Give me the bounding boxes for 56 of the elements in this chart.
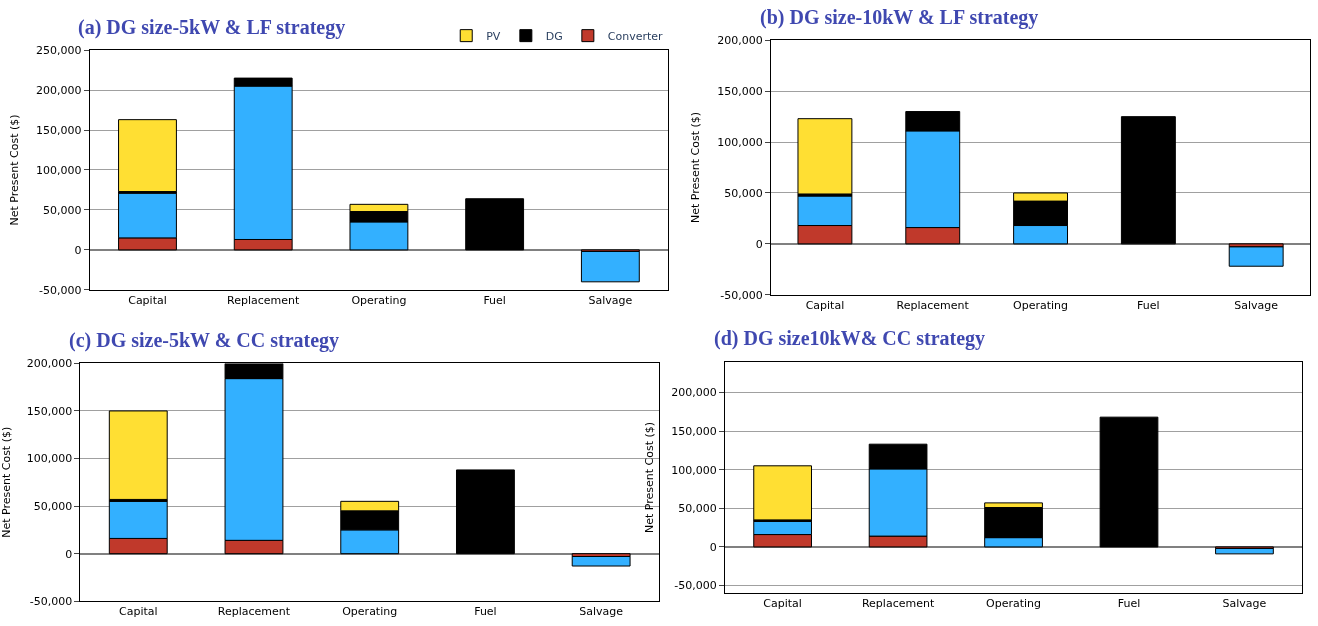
y-tick-label: 200,000 [671, 386, 717, 400]
y-tick-label: 250,000 [35, 43, 82, 57]
y-tick-label: 0 [709, 540, 717, 554]
y-axis-title: Net Present Cost ($) [642, 421, 656, 533]
y-tick-label: 50,000 [678, 502, 717, 516]
y-tick-label: 200,000 [717, 34, 763, 48]
x-tick-label: Salvage [579, 605, 624, 619]
y-tick-label: 100,000 [671, 463, 717, 477]
y-tick-label: 150,000 [26, 404, 73, 418]
x-tick-label: Salvage [588, 294, 633, 308]
x-tick-label: Salvage [1234, 298, 1279, 312]
y-tick-label: 0 [65, 547, 73, 561]
y-tick-label: 100,000 [717, 135, 763, 149]
chart-title: (d) DG size10kW& CC strategy [714, 327, 986, 350]
chart-title: (b) DG size-10kW & LF strategy [760, 6, 1039, 29]
y-tick-label: 50,000 [33, 499, 73, 513]
x-tick-label: Replacement [861, 597, 935, 611]
y-tick-label: -50,000 [38, 283, 82, 297]
y-axis-title: Net Present Cost ($) [688, 111, 702, 224]
x-tick-label: Fuel [1137, 298, 1160, 312]
y-tick-label: -50,000 [674, 579, 717, 593]
x-tick-label: Operating [351, 294, 407, 308]
y-tick-label: -50,000 [720, 288, 763, 302]
y-tick-label: 0 [755, 237, 763, 251]
x-tick-label: Capital [805, 298, 845, 312]
x-tick-label: Capital [128, 294, 167, 308]
y-tick-label: 150,000 [717, 85, 763, 99]
legend-label: DG [545, 29, 563, 43]
y-tick-label: 50,000 [724, 186, 763, 200]
y-tick-label: 0 [74, 243, 82, 257]
y-tick-label: 50,000 [42, 203, 82, 217]
y-tick-label: 100,000 [26, 452, 73, 466]
x-tick-label: Replacement [896, 298, 970, 312]
y-tick-label: 200,000 [35, 83, 82, 97]
y-tick-label: 150,000 [35, 123, 82, 137]
x-tick-label: Operating [342, 605, 398, 619]
x-tick-label: Fuel [474, 605, 497, 619]
y-tick-label: 150,000 [671, 424, 717, 438]
y-tick-label: 100,000 [35, 163, 82, 177]
x-tick-label: Salvage [1222, 597, 1267, 611]
x-tick-label: Fuel [1117, 597, 1141, 611]
legend-label: Converter [607, 29, 664, 43]
x-tick-label: Operating [986, 597, 1042, 611]
x-tick-label: Capital [763, 597, 802, 611]
x-tick-label: Fuel [483, 294, 506, 308]
x-tick-label: Operating [1013, 298, 1069, 312]
y-axis-title: Net Present Cost ($) [7, 114, 21, 226]
x-tick-label: Replacement [217, 605, 291, 619]
y-axis-title: Net Present Cost ($) [0, 426, 13, 538]
x-tick-label: Replacement [227, 294, 301, 308]
chart-title: (c) DG size-5kW & CC strategy [69, 329, 340, 352]
y-tick-label: -50,000 [29, 595, 73, 609]
y-tick-label: 200,000 [26, 357, 73, 371]
x-tick-label: Capital [118, 605, 158, 619]
chart-title: (a) DG size-5kW & LF strategy [78, 16, 346, 39]
legend-label: PV [486, 29, 501, 43]
